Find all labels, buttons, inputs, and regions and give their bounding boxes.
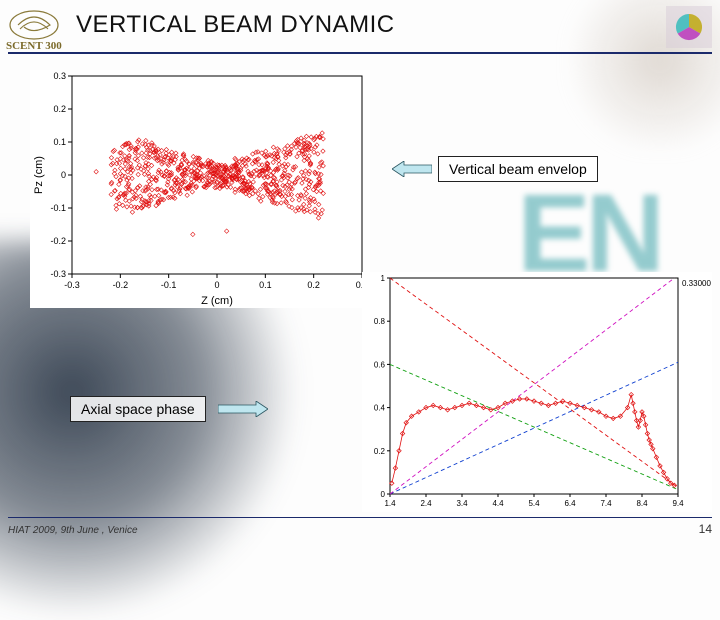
slide-title: VERTICAL BEAM DYNAMIC	[76, 11, 395, 39]
callout-axial-phase: Axial space phase	[70, 396, 268, 422]
svg-text:3.4: 3.4	[456, 499, 468, 508]
svg-text:0.2: 0.2	[374, 447, 386, 456]
svg-text:0.1: 0.1	[259, 280, 272, 290]
svg-text:1: 1	[381, 274, 386, 283]
corner-icon	[664, 4, 714, 50]
svg-text:9.4: 9.4	[672, 499, 684, 508]
callout-label-bottom: Axial space phase	[70, 396, 206, 422]
arrow-right-icon	[218, 401, 268, 417]
svg-text:0.2: 0.2	[53, 104, 66, 114]
svg-text:-0.3: -0.3	[64, 280, 80, 290]
svg-text:0: 0	[61, 170, 66, 180]
svg-text:7.4: 7.4	[600, 499, 612, 508]
svg-text:-0.1: -0.1	[50, 203, 66, 213]
chart-vertical-envelope: 1.4 2.4 3.4 4.4 5.4 6.4 7.4 8.4 9.4 0 0.2 0.4 0.6 0.8…	[362, 272, 712, 512]
callout-vertical-envelope: Vertical beam envelop	[392, 156, 598, 182]
svg-text:0.6: 0.6	[374, 360, 386, 369]
chart-axial-phase: -0.3 -0.2 -0.1 0 0.1 0.2 0.3 -0.3 -0.2 -0.1 0 0.1 0.…	[30, 70, 370, 308]
footer-rule	[8, 517, 712, 518]
callout-label-top: Vertical beam envelop	[438, 156, 598, 182]
logo-label: SCENT 300	[6, 40, 62, 52]
footer-text: HIAT 2009, 9th June , Venice	[8, 525, 138, 536]
svg-text:Z (cm): Z (cm)	[201, 295, 233, 307]
svg-text:-0.2: -0.2	[113, 280, 129, 290]
page-number: 14	[699, 522, 712, 536]
svg-text:4.4: 4.4	[492, 499, 504, 508]
svg-text:0: 0	[214, 280, 219, 290]
svg-text:0.4: 0.4	[374, 404, 386, 413]
svg-text:2.4: 2.4	[420, 499, 432, 508]
arrow-left-icon	[392, 161, 432, 177]
svg-text:0.8: 0.8	[374, 317, 386, 326]
svg-text:0.1: 0.1	[53, 137, 66, 147]
header-rule	[8, 52, 712, 54]
svg-text:Pz (cm): Pz (cm)	[33, 156, 45, 194]
svg-text:-0.1: -0.1	[161, 280, 177, 290]
svg-text:0.2: 0.2	[307, 280, 320, 290]
svg-text:-0.3: -0.3	[50, 269, 66, 279]
svg-text:-0.2: -0.2	[50, 236, 66, 246]
svg-text:8.4: 8.4	[636, 499, 648, 508]
logo-swirl	[4, 5, 68, 45]
svg-text:0.33000: 0.33000	[682, 279, 711, 288]
svg-text:1.4: 1.4	[384, 499, 396, 508]
svg-text:0: 0	[381, 490, 386, 499]
slide-header: VERTICAL BEAM DYNAMIC	[0, 0, 720, 50]
svg-text:5.4: 5.4	[528, 499, 540, 508]
svg-text:6.4: 6.4	[564, 499, 576, 508]
svg-text:0.3: 0.3	[53, 71, 66, 81]
